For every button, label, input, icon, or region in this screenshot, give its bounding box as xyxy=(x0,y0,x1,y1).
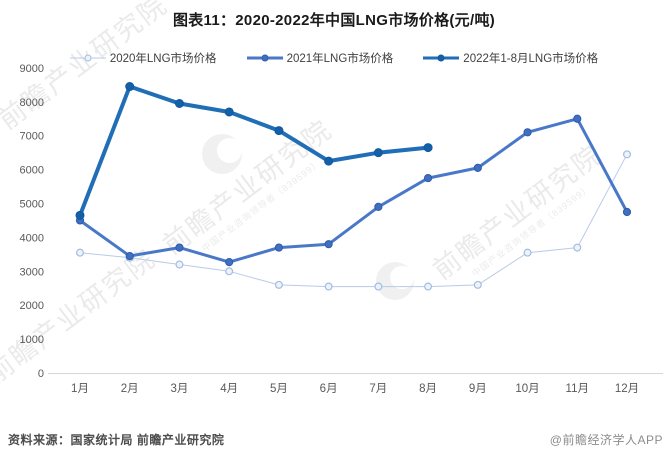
legend-item-2022: 2022年1-8月LNG市场价格 xyxy=(423,50,598,66)
y-axis-tick-label: 5000 xyxy=(20,199,44,211)
data-point xyxy=(174,98,184,108)
data-point xyxy=(374,282,383,291)
data-point xyxy=(75,248,84,257)
data-point xyxy=(224,107,234,117)
x-axis-tick-label: 9月 xyxy=(469,383,487,395)
data-point xyxy=(373,148,383,158)
data-point xyxy=(423,173,433,183)
y-axis-tick-label: 8000 xyxy=(20,97,44,109)
brand-note: @前瞻经济学人APP xyxy=(549,433,663,447)
x-axis-tick-label: 10月 xyxy=(515,383,539,395)
data-point xyxy=(622,150,631,159)
x-axis-tick-label: 1月 xyxy=(71,383,89,395)
data-point xyxy=(274,243,284,252)
data-point xyxy=(473,280,482,289)
data-point xyxy=(125,82,135,92)
y-axis-tick-label: 3000 xyxy=(20,266,44,278)
data-point xyxy=(473,163,482,173)
data-point xyxy=(523,128,532,137)
legend-label-2021: 2021年LNG市场价格 xyxy=(286,53,394,65)
x-axis-tick-label: 5月 xyxy=(270,383,288,395)
legend-swatch-2022 xyxy=(423,53,460,63)
x-axis-tick-label: 6月 xyxy=(320,383,338,395)
x-axis-tick-label: 7月 xyxy=(369,383,387,395)
data-point xyxy=(423,143,433,153)
data-point xyxy=(324,240,333,249)
data-point xyxy=(622,207,632,217)
y-axis-tick-label: 0 xyxy=(38,368,44,380)
data-point xyxy=(324,156,334,166)
data-point xyxy=(274,280,283,289)
y-axis-tick-label: 7000 xyxy=(20,131,44,143)
legend-swatch-2021 xyxy=(246,53,283,63)
chart-legend: 2020年LNG市场价格 2021年LNG市场价格 2022年1-8月LNG市场… xyxy=(0,50,668,66)
data-point xyxy=(523,248,532,257)
y-axis-tick-label: 9000 xyxy=(20,63,44,75)
y-axis-tick-label: 6000 xyxy=(20,165,44,177)
data-point xyxy=(175,260,184,269)
y-axis-tick-label: 2000 xyxy=(20,300,44,312)
x-axis-tick-label: 8月 xyxy=(419,383,437,395)
data-point xyxy=(75,210,85,220)
series-line-1 xyxy=(78,117,629,264)
data-point xyxy=(424,282,433,291)
x-axis-tick-label: 2月 xyxy=(121,383,139,395)
x-axis-tick-label: 3月 xyxy=(171,383,189,395)
legend-label-2020: 2020年LNG市场价格 xyxy=(109,53,217,65)
data-point xyxy=(324,282,333,291)
legend-item-2021: 2021年LNG市场价格 xyxy=(246,50,394,66)
data-point xyxy=(125,251,134,261)
data-point xyxy=(175,243,184,252)
x-axis-tick-label: 11月 xyxy=(566,383,589,395)
data-point xyxy=(225,258,234,267)
chart-title: 图表11：2020-2022年中国LNG市场价格(元/吨) xyxy=(172,12,496,29)
x-axis-tick-label: 12月 xyxy=(615,383,639,395)
series-line-0 xyxy=(79,153,628,288)
y-axis-tick-label: 4000 xyxy=(20,232,44,244)
legend-item-2020: 2020年LNG市场价格 xyxy=(69,50,217,66)
source-note: 资料来源：国家统计局 前瞻产业研究院 xyxy=(8,433,225,447)
y-axis-tick-label: 1000 xyxy=(20,334,44,346)
legend-swatch-2020 xyxy=(69,53,106,63)
data-point xyxy=(225,267,234,276)
data-point xyxy=(573,243,582,252)
x-axis-tick-label: 4月 xyxy=(220,383,238,395)
series-line-2 xyxy=(78,84,431,218)
data-point xyxy=(573,114,582,123)
data-point xyxy=(274,126,284,136)
data-point xyxy=(374,202,383,211)
legend-label-2022: 2022年1-8月LNG市场价格 xyxy=(463,53,599,65)
